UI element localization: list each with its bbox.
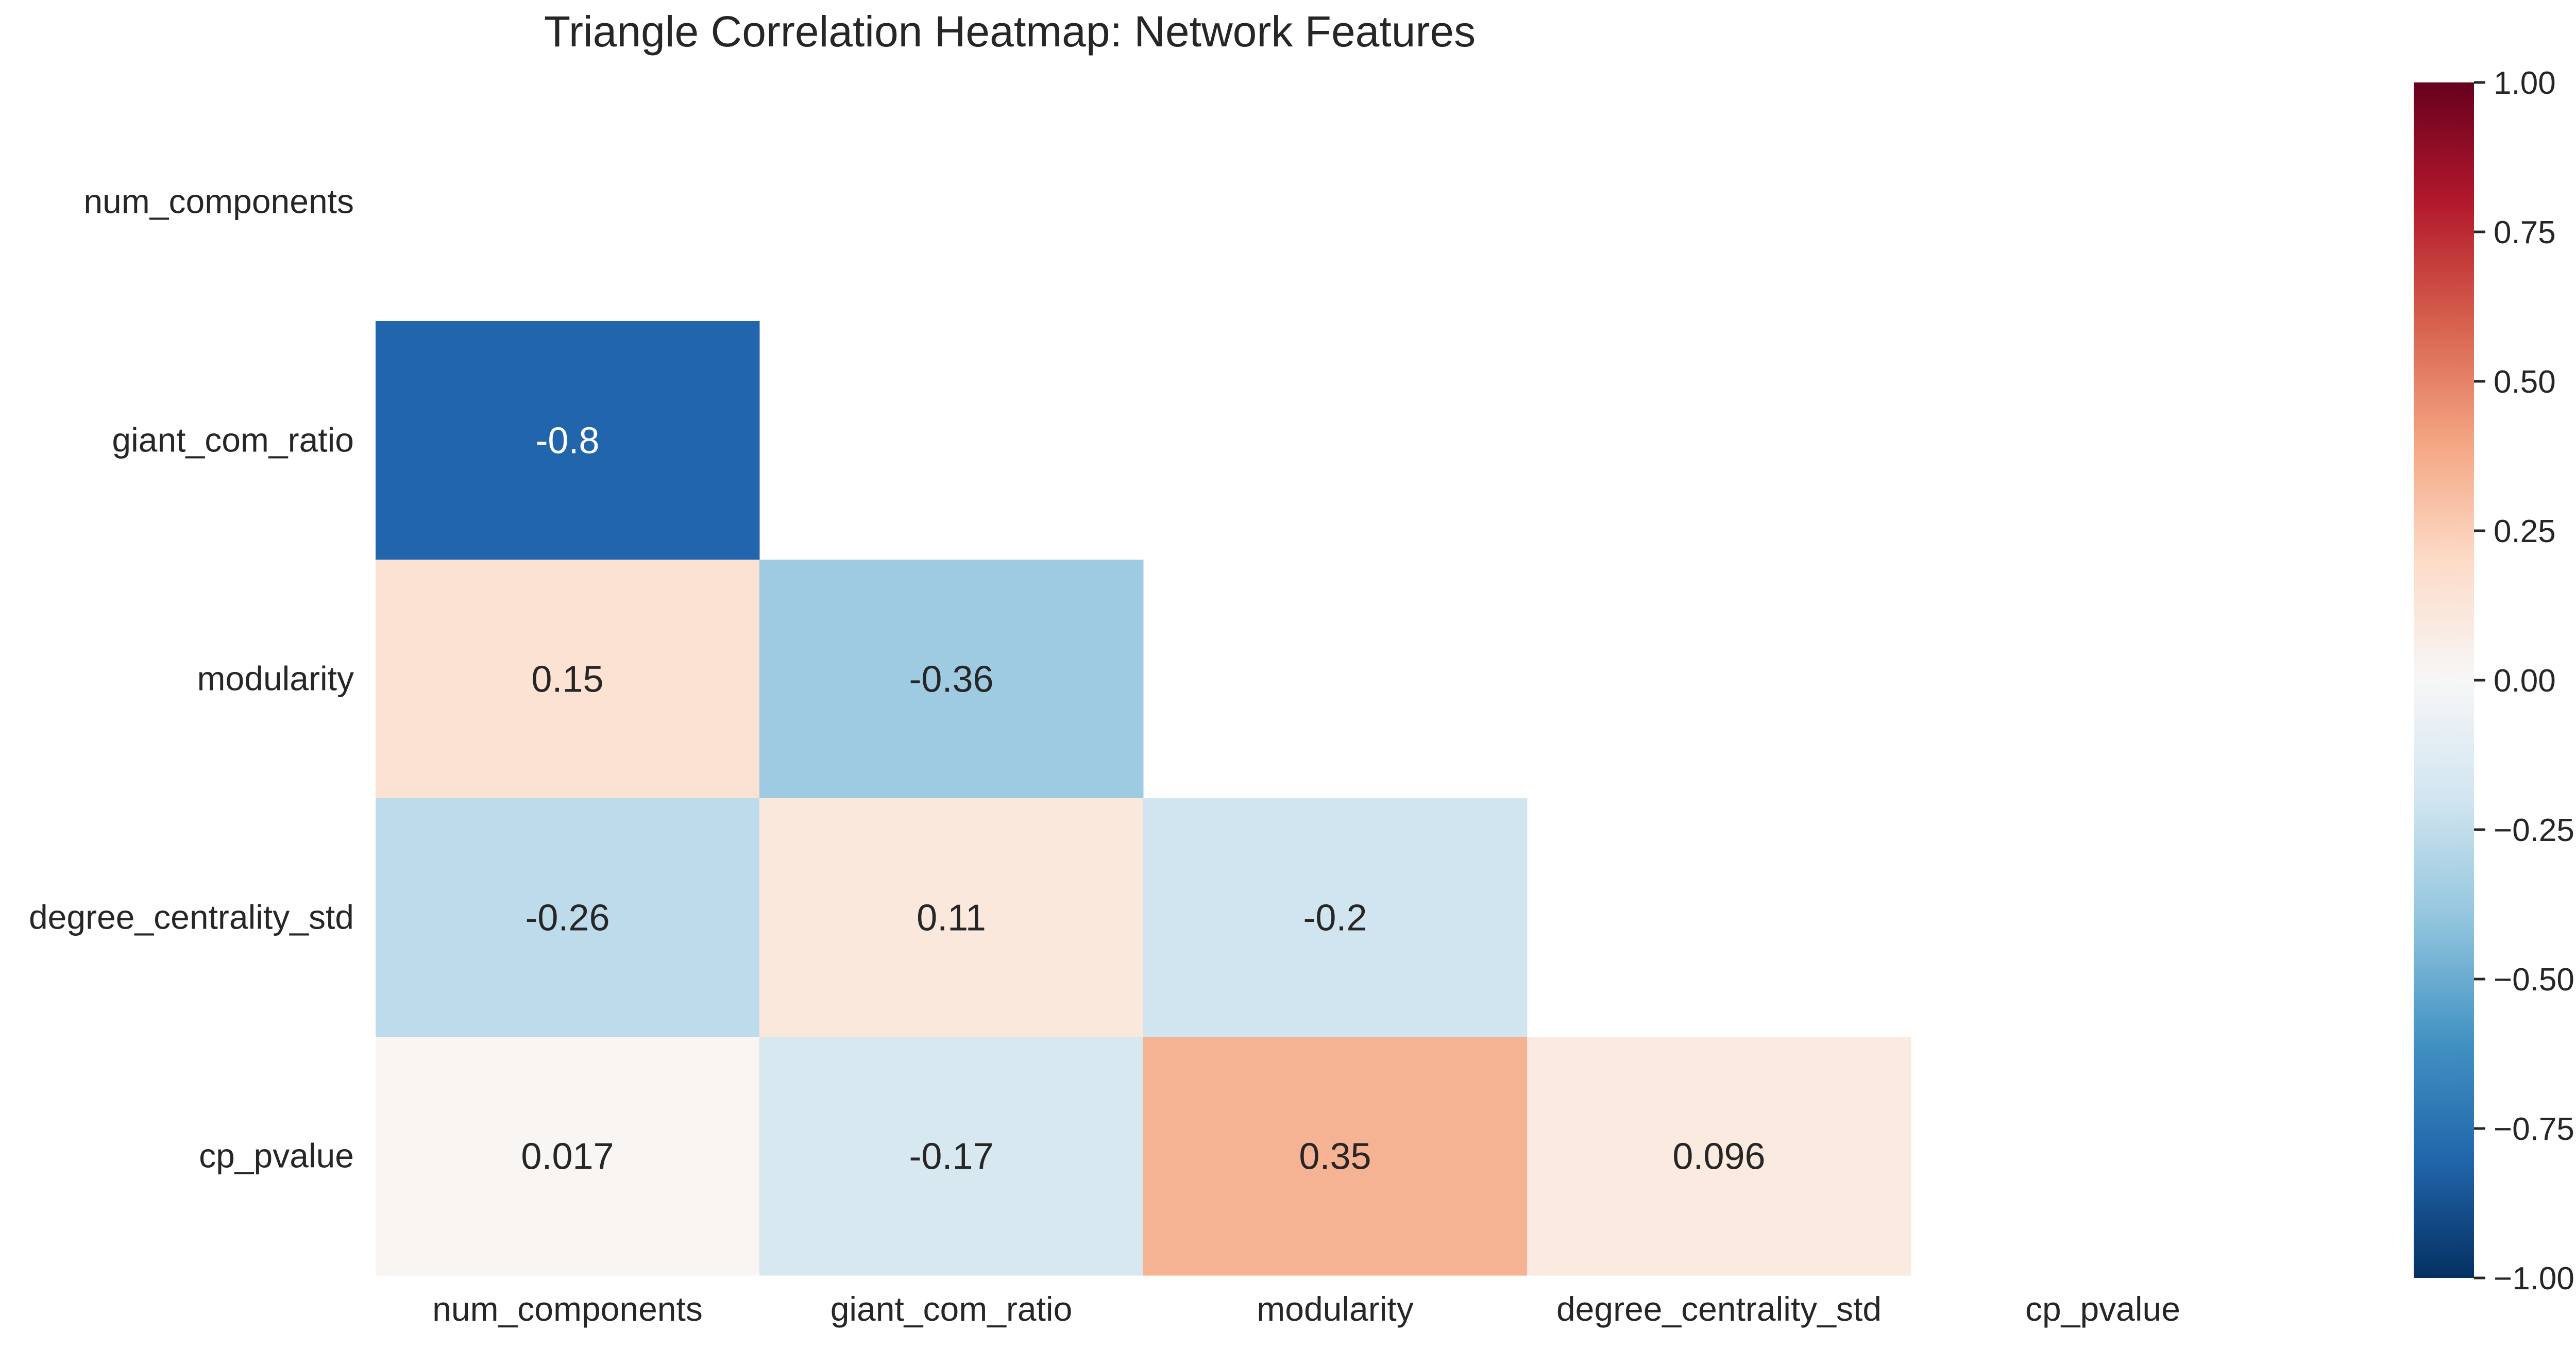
cell-value-label: 0.15 (531, 659, 603, 700)
x-tick-label: degree_centrality_std (1556, 1290, 1882, 1328)
x-tick-label: cp_pvalue (2025, 1290, 2180, 1328)
cell-value-label: -0.26 (525, 898, 609, 939)
colorbar-tick-label: −1.00 (2494, 1261, 2574, 1297)
colorbar-tick-label: 0.75 (2494, 215, 2556, 250)
colorbar-tick-label: 0.50 (2494, 364, 2556, 400)
chart-title: Triangle Correlation Heatmap: Network Fe… (544, 7, 1476, 56)
heatmap-cell-labels: -0.8 0.15 -0.36 -0.26 0.11 -0.2 0.017 -0.17 0.35… (521, 420, 1765, 1177)
heatmap-cell-giant_com_ratio-num_components (376, 321, 760, 560)
heatmap-cell-cp_pvalue-giant_com_ratio (759, 1037, 1144, 1276)
x-tick-label: giant_com_ratio (831, 1290, 1073, 1328)
cell-value-label: 0.11 (917, 898, 986, 939)
y-tick-label: giant_com_ratio (112, 421, 354, 459)
heatmap-cells (376, 321, 1911, 1276)
heatmap-cell-modularity-giant_com_ratio (759, 560, 1144, 799)
heatmap-cell-degree_centrality_std-num_components (376, 798, 760, 1037)
colorbar-tick-label: 0.00 (2494, 663, 2556, 699)
y-tick-label: num_components (83, 182, 354, 221)
cell-value-label: -0.36 (909, 659, 993, 700)
cell-value-label: 0.096 (1672, 1136, 1765, 1177)
y-tick-label: cp_pvalue (199, 1137, 354, 1175)
cell-value-label: -0.17 (909, 1136, 993, 1177)
colorbar: 1.00 0.75 0.50 0.25 0.00 −0.25 −0.50 −0.75 −1.00 (2414, 65, 2574, 1297)
colorbar-tick-label: −0.50 (2494, 962, 2574, 998)
colorbar-tick-label: 0.25 (2494, 514, 2556, 549)
x-axis-tick-labels: num_components giant_com_ratio modularity d… (432, 1290, 2180, 1328)
cell-value-label: -0.8 (535, 420, 599, 462)
colorbar-gradient-bar (2414, 82, 2474, 1278)
heatmap-cell-cp_pvalue-num_components (376, 1037, 760, 1276)
x-tick-label: num_components (432, 1290, 703, 1328)
heatmap-cell-cp_pvalue-degree_centrality_std (1527, 1037, 1911, 1276)
y-tick-label: modularity (197, 660, 354, 698)
y-axis-tick-labels: num_components giant_com_ratio modularity d… (29, 182, 354, 1175)
y-tick-label: degree_centrality_std (29, 898, 354, 936)
colorbar-tick-label: 1.00 (2494, 65, 2556, 101)
heatmap-cell-degree_centrality_std-giant_com_ratio (759, 798, 1144, 1037)
colorbar-tick-label: −0.25 (2494, 813, 2574, 848)
cell-value-label: 0.017 (521, 1136, 614, 1177)
cell-value-label: 0.35 (1299, 1136, 1371, 1177)
colorbar-tick-label: −0.75 (2494, 1112, 2574, 1147)
heatmap-cell-cp_pvalue-modularity (1143, 1037, 1528, 1276)
x-tick-label: modularity (1257, 1290, 1413, 1328)
heatmap-cell-modularity-num_components (376, 560, 760, 799)
cell-value-label: -0.2 (1303, 898, 1367, 939)
heatmap-cell-degree_centrality_std-modularity (1143, 798, 1528, 1037)
